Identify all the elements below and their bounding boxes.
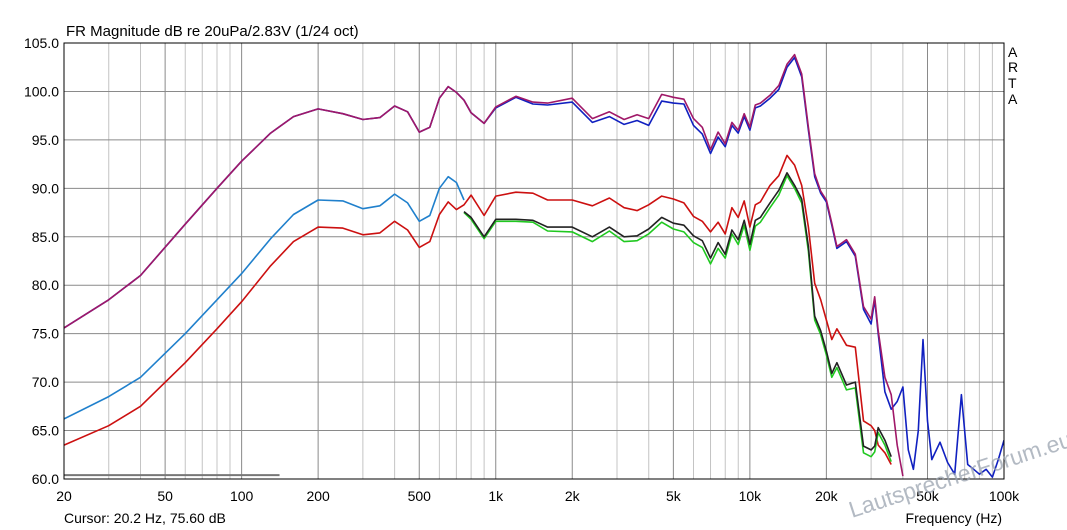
arta-letter: T [1008,75,1017,91]
chart-series [64,53,1004,478]
y-tick-label: 105.0 [24,35,59,51]
chart-grid [64,43,1004,479]
x-tick-labels: 20 50 100 200 500 1k 2k 5k 10k 20k 50k 100k [56,488,1020,504]
x-tick-label: 100k [989,488,1020,504]
x-tick-label: 5k [666,488,682,504]
y-tick-label: 90.0 [32,180,59,196]
arta-letter: A [1008,44,1018,60]
x-tick-label: 500 [408,488,432,504]
series-line-1 [64,175,465,420]
chart-title: FR Magnitude dB re 20uPa/2.83V (1/24 oct… [66,23,359,40]
cursor-readout: Cursor: 20.2 Hz, 75.60 dB [64,510,226,526]
series-line-2 [64,154,892,465]
y-tick-label: 75.0 [32,326,59,342]
y-tick-label: 70.0 [32,374,59,390]
series-line-4 [463,172,892,457]
x-tick-label: 50 [157,488,173,504]
y-tick-label: 65.0 [32,423,59,439]
x-tick-label: 20 [56,488,72,504]
y-tick-label: 80.0 [32,277,59,293]
x-axis-label: Frequency (Hz) [906,510,1002,526]
y-tick-labels: 60.0 65.0 70.0 75.0 80.0 85.0 90.0 95.0 100.0 105… [24,35,59,487]
x-tick-label: 2k [565,488,581,504]
arta-letter: R [1008,59,1018,75]
series-line-6 [64,53,904,477]
series-line-3 [463,174,892,462]
y-tick-label: 95.0 [32,132,59,148]
x-tick-label: 50k [916,488,940,504]
x-tick-label: 1k [488,488,504,504]
plot-frame [63,42,1005,480]
x-tick-label: 100 [230,488,254,504]
x-tick-label: 10k [739,488,763,504]
x-tick-label: 20k [815,488,839,504]
x-tick-label: 200 [306,488,330,504]
watermark: LautsprecherForum.eu [846,426,1067,523]
arta-letter: A [1008,91,1018,107]
arta-label: A R T A [1008,44,1018,107]
y-tick-label: 60.0 [32,471,59,487]
y-tick-label: 100.0 [24,83,59,99]
y-tick-label: 85.0 [32,229,59,245]
